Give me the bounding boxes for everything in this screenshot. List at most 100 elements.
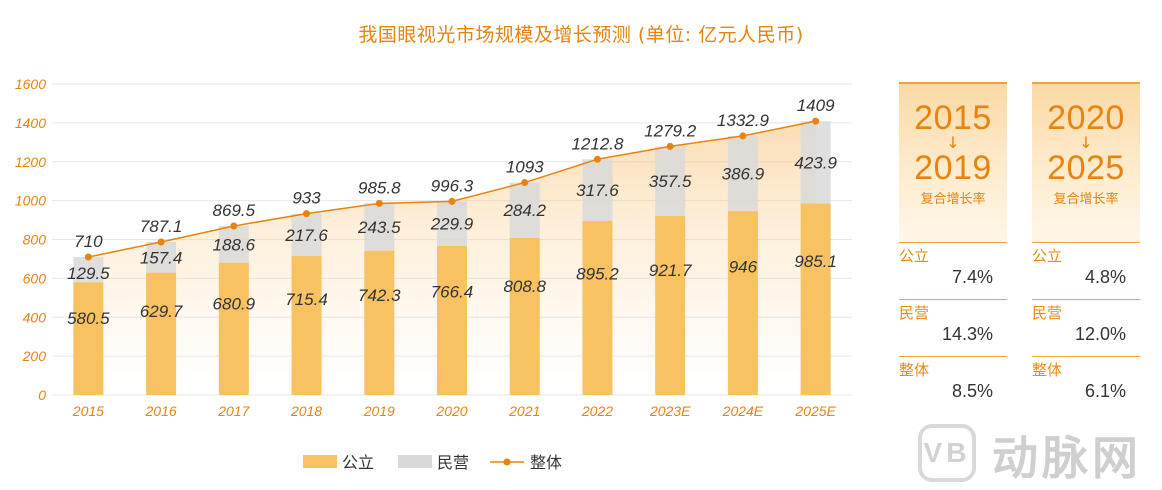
data-label-total: 933 xyxy=(292,189,321,208)
data-label-public: 680.9 xyxy=(213,295,256,314)
data-label-private: 229.9 xyxy=(430,215,474,234)
legend-marker-total xyxy=(503,458,511,466)
rate-value: 14.3% xyxy=(941,324,993,344)
bar-private xyxy=(291,213,322,256)
data-label-public: 629.7 xyxy=(140,302,183,321)
data-label-private: 217.6 xyxy=(284,226,328,245)
total-point xyxy=(230,222,238,230)
legend-swatch-private xyxy=(398,455,432,468)
total-point xyxy=(521,179,529,187)
total-point xyxy=(303,210,311,218)
rate-value: 8.5% xyxy=(951,381,993,401)
x-tick-label: 2017 xyxy=(217,403,250,419)
bar-private xyxy=(218,225,249,263)
rate-label: 公立 xyxy=(1032,247,1063,265)
data-label-public: 895.2 xyxy=(576,265,619,284)
data-label-private: 129.5 xyxy=(67,264,110,283)
data-label-total: 787.1 xyxy=(140,217,183,236)
end-year: 2019 xyxy=(914,149,992,187)
start-year: 2020 xyxy=(1047,99,1125,137)
rate-value: 6.1% xyxy=(1084,381,1126,401)
data-label-private: 284.2 xyxy=(502,201,546,220)
x-tick-label: 2019 xyxy=(363,403,395,419)
cagr-caption: 复合增长率 xyxy=(1053,192,1119,207)
data-label-public: 921.7 xyxy=(649,261,692,280)
bar-public xyxy=(509,237,540,395)
cagr-caption: 复合增长率 xyxy=(920,192,986,207)
x-tick-label: 2025E xyxy=(794,403,836,419)
data-label-total: 869.5 xyxy=(213,201,256,220)
bar-public xyxy=(800,203,831,395)
total-point xyxy=(666,142,674,150)
data-label-private: 423.9 xyxy=(794,153,837,172)
bar-private xyxy=(800,121,831,204)
legend-swatch-public xyxy=(303,455,337,468)
growth-panel-header: 2020 ↓ 2025 复合增长率 xyxy=(1032,82,1140,242)
rate-value: 7.4% xyxy=(951,267,993,287)
watermark-logo-icon: VB xyxy=(918,424,976,482)
bar-public xyxy=(291,255,322,395)
bar-public xyxy=(727,211,758,395)
rate-row-private: 民营 12.0% xyxy=(1032,299,1140,356)
rate-row-private: 民营 14.3% xyxy=(899,299,1007,356)
y-tick-label: 1200 xyxy=(15,154,46,170)
rate-row-public: 公立 7.4% xyxy=(899,242,1007,299)
total-point xyxy=(812,117,820,125)
watermark-text: 动脉网 xyxy=(992,431,1142,485)
total-point xyxy=(448,197,456,205)
data-label-total: 1332.9 xyxy=(717,111,770,130)
data-label-total: 710 xyxy=(74,232,103,251)
rate-row-total: 整体 6.1% xyxy=(1032,356,1140,413)
legend-label-public: 公立 xyxy=(342,453,374,472)
bar-private xyxy=(437,201,467,247)
data-label-private: 188.6 xyxy=(213,235,256,254)
data-label-private: 317.6 xyxy=(576,181,619,200)
rate-label: 民营 xyxy=(1032,304,1063,322)
data-label-total: 1093 xyxy=(506,158,544,177)
bar-public xyxy=(582,220,613,395)
data-label-total: 996.3 xyxy=(431,176,474,195)
growth-panel-header: 2015 ↓ 2019 复合增长率 xyxy=(899,82,1007,242)
data-label-private: 386.9 xyxy=(722,165,765,184)
y-tick-label: 800 xyxy=(23,232,47,248)
watermark: VB 动脉网 xyxy=(912,418,1162,490)
end-year: 2025 xyxy=(1047,149,1125,187)
rate-label: 民营 xyxy=(899,304,930,322)
legend-label-total: 整体 xyxy=(530,453,562,472)
data-label-total: 1212.8 xyxy=(571,134,624,153)
y-tick-label: 1000 xyxy=(15,193,46,209)
arrow-down-icon: ↓ xyxy=(1079,133,1093,152)
chart-canvas: 0 200 400 600 800 1000 1200 1400 1600 580.5 129.5 7… xyxy=(15,76,852,472)
bar-private xyxy=(509,182,540,238)
total-point xyxy=(739,132,747,140)
rate-value: 4.8% xyxy=(1084,267,1126,287)
data-label-public: 946 xyxy=(729,258,758,277)
bar-public xyxy=(146,272,177,395)
data-label-public: 742.3 xyxy=(358,286,401,305)
total-point xyxy=(375,199,383,207)
legend-label-private: 民营 xyxy=(437,453,469,472)
bar-public xyxy=(73,282,104,395)
bar-public xyxy=(655,215,686,395)
growth-panel-2020-2025: 2020 ↓ 2025 复合增长率 公立 4.8% 民营 12.0% 整体 6.… xyxy=(1032,82,1140,413)
bar-private xyxy=(655,146,686,216)
rate-label: 整体 xyxy=(899,361,930,379)
x-tick-label: 2023E xyxy=(649,403,691,419)
x-tick-label: 2024E xyxy=(722,403,764,419)
bar-private xyxy=(73,256,104,283)
start-year: 2015 xyxy=(914,99,992,137)
x-tick-label: 2022 xyxy=(581,403,613,419)
data-label-public: 580.5 xyxy=(67,309,110,328)
data-label-private: 157.4 xyxy=(140,248,183,267)
bar-public xyxy=(437,246,467,395)
data-label-total: 985.8 xyxy=(358,178,401,197)
total-point xyxy=(593,155,601,163)
rate-row-public: 公立 4.8% xyxy=(1032,242,1140,299)
x-tick-label: 2016 xyxy=(145,403,177,419)
data-label-private: 243.5 xyxy=(357,218,401,237)
bar-private xyxy=(146,242,177,273)
y-tick-label: 1600 xyxy=(15,76,46,92)
rate-row-total: 整体 8.5% xyxy=(899,356,1007,413)
x-tick-label: 2021 xyxy=(508,403,540,419)
data-label-public: 808.8 xyxy=(503,277,546,296)
